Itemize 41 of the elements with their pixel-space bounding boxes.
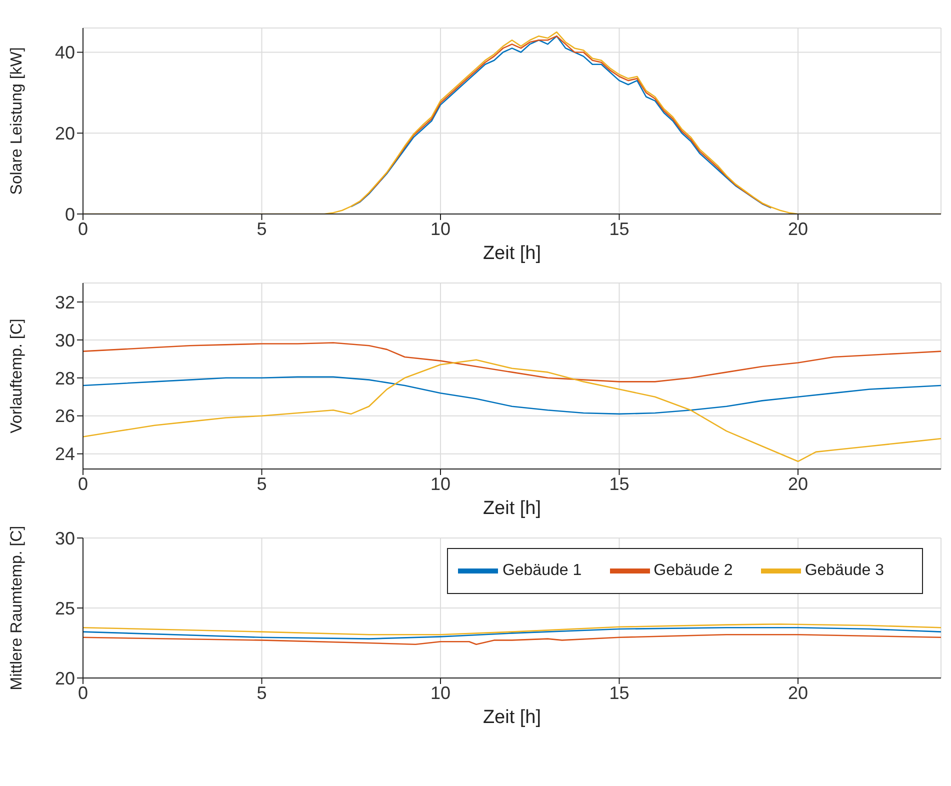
y-tick-label: 20 — [54, 668, 75, 688]
legend-label: Gebäude 2 — [654, 562, 733, 580]
y-tick-label: 24 — [54, 444, 75, 464]
x-tick-label: 20 — [788, 474, 808, 494]
x-tick-label: 10 — [430, 474, 451, 494]
x-axis-title: Zeit [h] — [482, 243, 542, 264]
x-tick-label: 10 — [430, 218, 451, 239]
y-tick-label: 26 — [54, 406, 75, 426]
x-tick-label: 0 — [78, 682, 88, 703]
y-axis-title: Solare Leistung [kW] — [8, 47, 26, 195]
x-tick-label: 5 — [256, 474, 267, 494]
y-tick-label: 20 — [54, 124, 75, 144]
x-tick-label: 20 — [788, 218, 808, 239]
x-tick-label: 20 — [788, 682, 808, 703]
x-tick-label: 10 — [430, 682, 451, 703]
y-tick-label: 30 — [54, 528, 75, 548]
y-tick-label: 25 — [54, 598, 75, 618]
x-tick-label: 0 — [78, 218, 88, 239]
y-tick-label: 0 — [64, 204, 75, 224]
legend-label: Gebäude 1 — [502, 562, 582, 580]
y-tick-label: 28 — [54, 368, 75, 388]
line-series — [83, 634, 941, 646]
x-tick-label: 0 — [78, 474, 88, 494]
y-axis-title: Mittlere Raumtemp. [C] — [8, 526, 26, 690]
x-axis-title: Zeit [h] — [482, 707, 542, 728]
x-tick-label: 5 — [256, 682, 267, 703]
line-series — [83, 623, 941, 636]
line-series — [83, 342, 941, 382]
x-tick-label: 15 — [609, 218, 630, 239]
y-axis-title: Vorlauftemp. [C] — [8, 318, 26, 434]
x-axis-title: Zeit [h] — [482, 498, 542, 519]
line-series — [83, 376, 941, 415]
line-series — [83, 626, 941, 640]
legend-label: Gebäude 3 — [804, 562, 884, 580]
y-tick-label: 40 — [54, 42, 75, 63]
y-tick-label: 30 — [54, 330, 75, 350]
y-tick-label: 32 — [54, 292, 75, 312]
x-tick-label: 15 — [609, 474, 630, 494]
x-tick-label: 15 — [609, 682, 630, 703]
line-series — [83, 359, 941, 462]
x-tick-label: 5 — [256, 218, 267, 239]
